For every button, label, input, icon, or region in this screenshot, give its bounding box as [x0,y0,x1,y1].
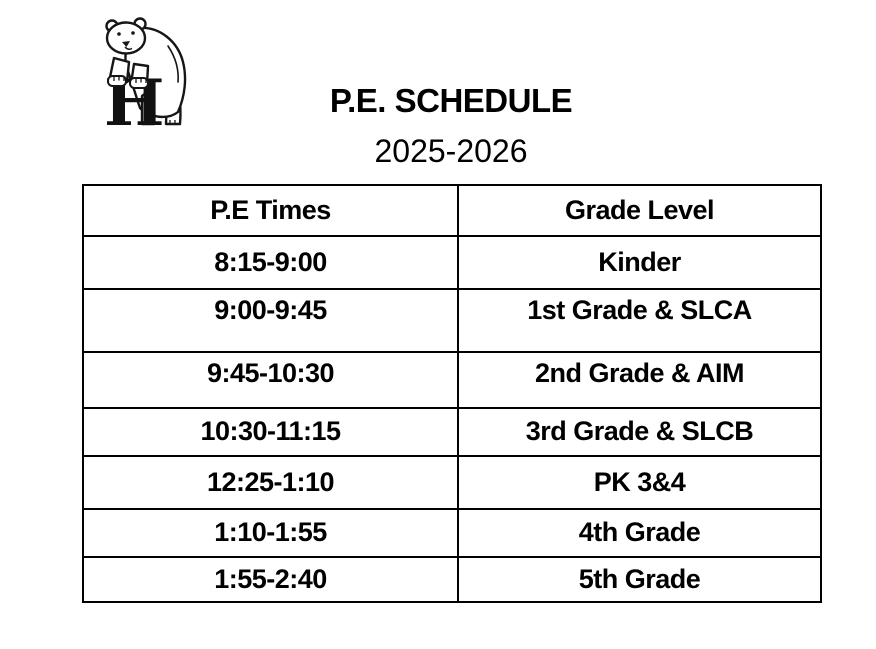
time-cell: 9:45-10:30 [82,351,459,409]
table-row: 1:55-2:40 5th Grade [82,556,822,603]
page-title: P.E. SCHEDULE [329,82,573,119]
table-row: 1:10-1:55 4th Grade [82,508,822,558]
column-header-grade-level: Grade Level [457,184,822,237]
table-row: 8:15-9:00 Kinder [82,235,822,290]
time-cell: 8:15-9:00 [82,235,459,290]
grade-cell: 5th Grade [457,556,822,603]
table-row: 9:00-9:45 1st Grade & SLCA [82,288,822,353]
table-row: 10:30-11:15 3rd Grade & SLCB [82,407,822,457]
column-header-pe-times: P.E Times [82,184,459,237]
time-cell: 12:25-1:10 [82,455,459,510]
grade-cell: Kinder [457,235,822,290]
pe-schedule-table: P.E Times Grade Level 8:15-9:00 Kinder 9… [82,184,822,603]
table-header-row: P.E Times Grade Level [82,184,822,237]
bear-mouth [124,46,133,50]
bear-eye [131,31,135,35]
polar-bear-icon: H [104,17,187,141]
bear-nose [122,41,130,47]
time-cell: 9:00-9:45 [82,288,459,353]
grade-cell: 2nd Grade & AIM [457,351,822,409]
table-row: 12:25-1:10 PK 3&4 [82,455,822,510]
time-cell: 1:55-2:40 [82,556,459,603]
bear-paw [107,75,127,87]
time-cell: 10:30-11:15 [82,407,459,457]
grade-cell: PK 3&4 [457,455,822,510]
time-cell: 1:10-1:55 [82,508,459,558]
school-mascot-logo: H [98,16,194,141]
bear-paw [129,77,149,89]
table-row: 9:45-10:30 2nd Grade & AIM [82,351,822,409]
bear-eye [117,32,121,36]
grade-cell: 1st Grade & SLCA [457,288,822,353]
school-year: 2025-2026 [374,133,528,169]
grade-cell: 3rd Grade & SLCB [457,407,822,457]
grade-cell: 4th Grade [457,508,822,558]
